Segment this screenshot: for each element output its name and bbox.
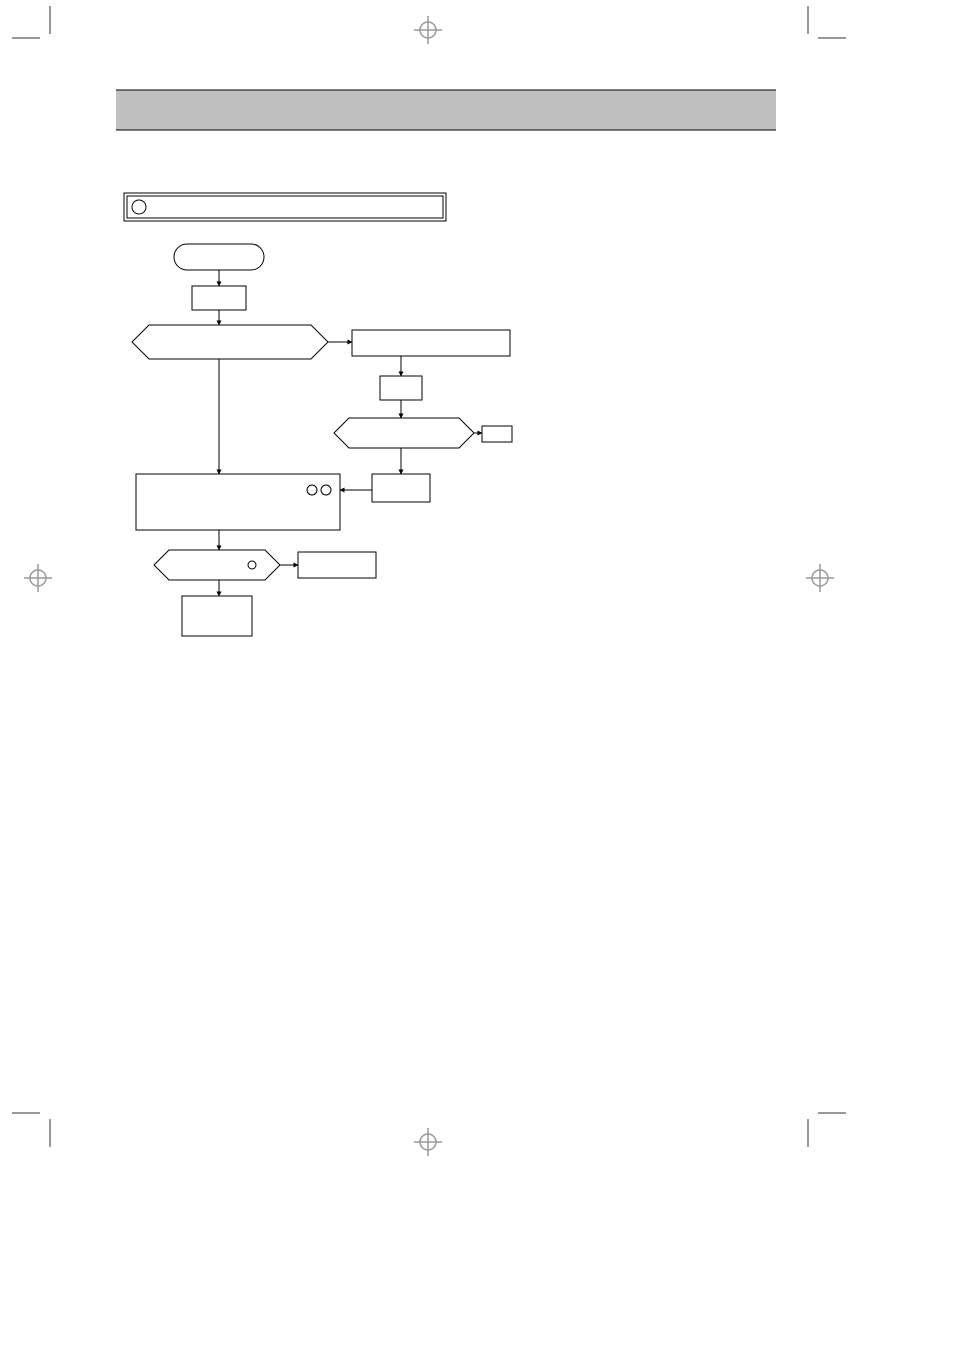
flow-node-side4 xyxy=(298,552,376,578)
flow-node-side3 xyxy=(372,474,430,502)
flow-node-big xyxy=(136,474,340,530)
registration-mark xyxy=(414,16,442,44)
flow-node-side1 xyxy=(352,330,510,356)
crop-marks xyxy=(12,6,846,1147)
flow-node-p1 xyxy=(192,286,246,310)
page-canvas xyxy=(0,0,954,1353)
registration-mark xyxy=(414,1128,442,1156)
callout-box xyxy=(124,193,446,221)
page-title-bar xyxy=(116,90,776,130)
flow-node-d1 xyxy=(132,325,328,359)
flow-node-small xyxy=(482,426,512,442)
flow-node-d3 xyxy=(154,550,280,580)
flow-node-end xyxy=(182,596,252,636)
flow-node-start xyxy=(174,244,264,270)
flow-node-d2 xyxy=(334,418,474,448)
flow-node-side2 xyxy=(380,376,422,400)
registration-mark xyxy=(24,564,52,592)
registration-mark xyxy=(806,564,834,592)
callout-bullet-icon xyxy=(132,200,146,214)
flowchart xyxy=(132,244,512,636)
